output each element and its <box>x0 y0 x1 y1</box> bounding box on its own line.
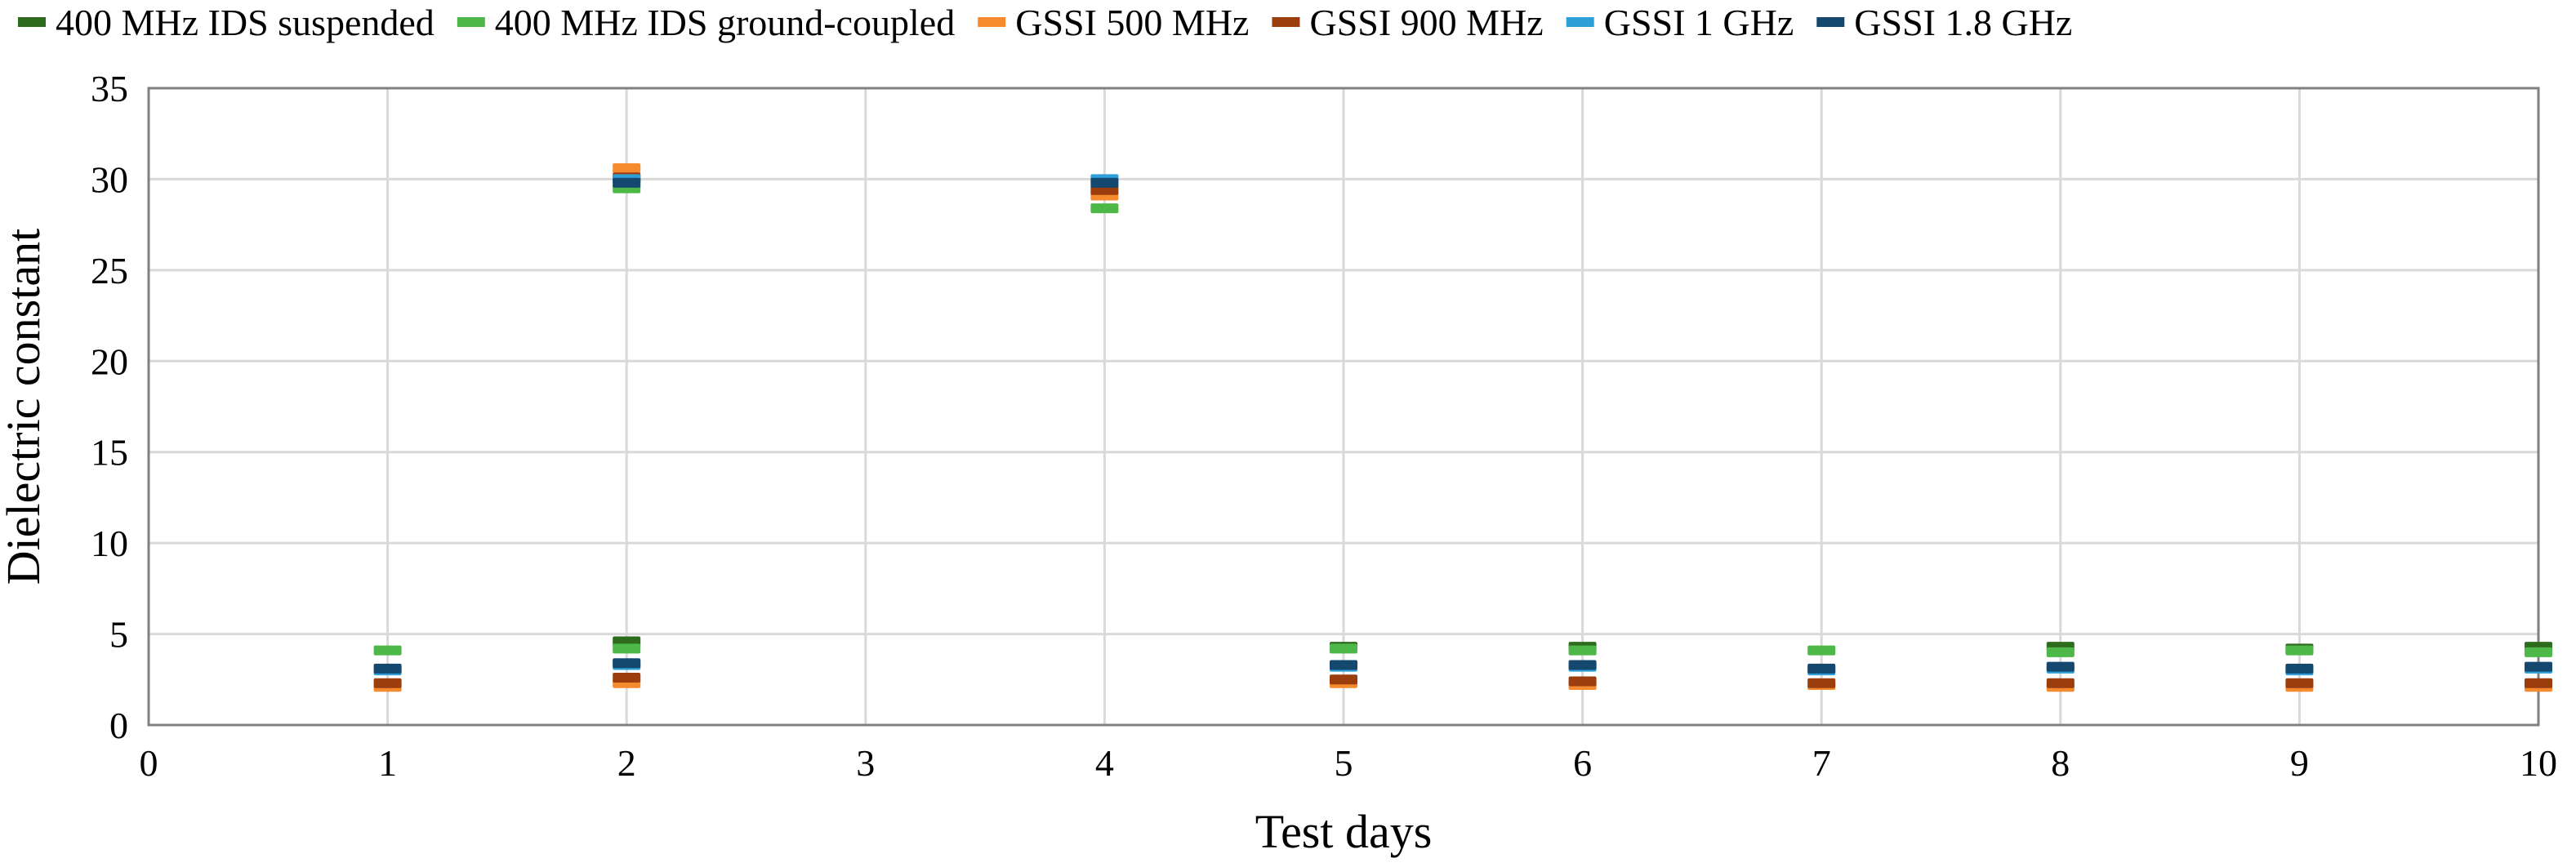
x-tick-label: 7 <box>1812 742 1831 784</box>
legend-swatch <box>1816 17 1845 27</box>
data-point <box>2285 645 2314 656</box>
data-point <box>1090 203 1119 214</box>
legend: 400 MHz IDS suspended 400 MHz IDS ground-… <box>18 2 2072 43</box>
x-tick-label: 0 <box>140 742 158 784</box>
data-point <box>2525 647 2552 657</box>
x-tick-label: 2 <box>617 742 636 784</box>
plot-area-frame <box>147 87 2540 727</box>
data-point <box>2285 663 2314 674</box>
series-3 <box>373 163 2552 692</box>
series-4 <box>373 172 2552 688</box>
data-point <box>373 645 402 656</box>
data-point <box>613 177 641 188</box>
x-tick-label: 9 <box>2290 742 2309 784</box>
y-tick-label: 25 <box>91 250 128 291</box>
y-tick-label: 35 <box>91 68 128 109</box>
data-point <box>1330 674 1357 685</box>
x-tick-label: 3 <box>856 742 875 784</box>
data-point <box>1807 645 1836 656</box>
legend-swatch <box>1272 17 1300 27</box>
data-point <box>2525 661 2552 672</box>
legend-item: GSSI 900 MHz <box>1272 2 1544 43</box>
x-tick-label: 6 <box>1573 742 1592 784</box>
data-point <box>2046 661 2075 672</box>
legend-item: GSSI 1 GHz <box>1566 2 1794 43</box>
data-point <box>1330 660 1357 670</box>
x-axis-title: Test days <box>1255 805 1433 858</box>
legend-item: 400 MHz IDS suspended <box>18 2 435 43</box>
data-point <box>1568 660 1597 670</box>
legend-label: GSSI 1 GHz <box>1604 2 1794 43</box>
legend-swatch <box>457 17 485 27</box>
legend-swatch <box>18 17 46 27</box>
y-tick-label: 20 <box>91 340 128 382</box>
data-marks <box>373 163 2552 692</box>
legend-swatch <box>1566 17 1594 27</box>
x-axis-ticks: 0 1 2 3 4 5 6 7 8 9 10 <box>140 742 2558 784</box>
legend-label: GSSI 500 MHz <box>1015 2 1249 43</box>
data-point <box>1807 678 1836 688</box>
data-point <box>1807 663 1836 674</box>
legend-item: 400 MHz IDS ground-coupled <box>457 2 955 43</box>
data-point <box>1330 643 1357 654</box>
data-point <box>2285 678 2314 688</box>
x-tick-label: 10 <box>2520 742 2557 784</box>
data-point <box>373 663 402 674</box>
y-tick-label: 10 <box>91 523 128 564</box>
data-point <box>613 658 641 669</box>
data-point <box>613 163 641 174</box>
data-point <box>1568 645 1597 656</box>
legend-label: 400 MHz IDS ground-coupled <box>495 2 955 43</box>
y-axis-ticks: 0 5 10 15 20 25 30 35 <box>91 68 128 746</box>
y-tick-label: 0 <box>109 705 128 746</box>
x-tick-label: 1 <box>378 742 397 784</box>
gridlines <box>149 88 2538 725</box>
data-point <box>613 673 641 683</box>
series-2 <box>373 183 2552 657</box>
legend-label: GSSI 900 MHz <box>1309 2 1543 43</box>
data-point <box>373 678 402 688</box>
legend-label: GSSI 1.8 GHz <box>1854 2 2072 43</box>
data-point <box>613 643 641 654</box>
legend-item: GSSI 1.8 GHz <box>1816 2 2072 43</box>
legend-item: GSSI 500 MHz <box>978 2 1249 43</box>
data-point <box>1090 177 1119 188</box>
y-tick-label: 5 <box>109 614 128 656</box>
x-tick-label: 8 <box>2051 742 2070 784</box>
x-tick-label: 4 <box>1095 742 1114 784</box>
series-6 <box>373 177 2552 674</box>
data-point <box>2525 678 2552 688</box>
x-tick-label: 5 <box>1335 742 1353 784</box>
y-tick-label: 30 <box>91 158 128 200</box>
legend-swatch <box>978 17 1006 27</box>
data-point <box>1568 676 1597 687</box>
data-point <box>2046 678 2075 688</box>
y-tick-label: 15 <box>91 432 128 474</box>
legend-label: 400 MHz IDS suspended <box>56 2 435 43</box>
data-point <box>2046 647 2075 657</box>
series-5 <box>373 174 2552 676</box>
y-axis-title: Dielectric constant <box>0 229 50 585</box>
